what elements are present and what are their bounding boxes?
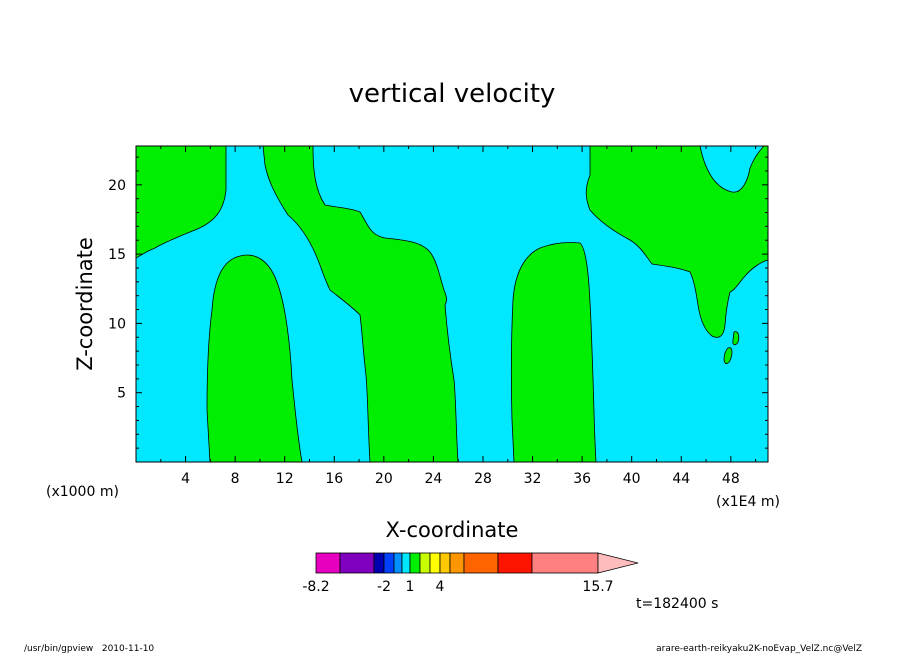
colorbar-label: 1 xyxy=(406,579,415,595)
x-tick-label: 20 xyxy=(375,471,393,487)
positive-region-diagonal-band xyxy=(262,146,459,462)
plot-frame xyxy=(135,145,769,463)
x-unit-right: (x1E4 m) xyxy=(716,494,780,510)
x-unit-left: (x1000 m) xyxy=(46,484,119,500)
colorbar xyxy=(315,552,639,574)
colorbar-segment xyxy=(463,552,499,574)
contour-regions xyxy=(136,146,768,462)
footer-left: /usr/bin/gpview 2010-11-10 xyxy=(24,644,154,654)
colorbar-label: 4 xyxy=(436,579,445,595)
colorbar-segment xyxy=(429,552,441,574)
time-label: t=182400 s xyxy=(636,596,718,612)
y-tick-label: 15 xyxy=(108,247,126,263)
x-tick-label: 32 xyxy=(524,471,542,487)
colorbar-segment xyxy=(401,552,411,574)
y-axis-label: Z-coordinate xyxy=(73,237,97,371)
x-tick-label: 48 xyxy=(722,471,740,487)
colorbar-segment xyxy=(439,552,451,574)
colorbar-segment xyxy=(449,552,465,574)
x-tick-label: 40 xyxy=(623,471,641,487)
colorbar-segment xyxy=(409,552,421,574)
colorbar-segment xyxy=(393,552,403,574)
colorbar-segment xyxy=(497,552,533,574)
colorbar-label: -8.2 xyxy=(302,579,329,595)
x-tick-label: 12 xyxy=(276,471,294,487)
colorbar-segment xyxy=(419,552,431,574)
positive-region-small-1 xyxy=(732,331,740,346)
colorbar-segment xyxy=(531,552,599,574)
x-axis: 4 8 12 16 20 24 28 32 36 40 44 48 xyxy=(160,146,757,487)
colorbar-segment xyxy=(339,552,375,574)
x-tick-label: 16 xyxy=(325,471,343,487)
chart-title: vertical velocity xyxy=(349,79,556,109)
x-tick-label: 36 xyxy=(573,471,591,487)
y-tick-label: 5 xyxy=(117,386,126,402)
colorbar-segment xyxy=(383,552,395,574)
x-tick-label: 28 xyxy=(474,471,492,487)
x-tick-label: 24 xyxy=(424,471,442,487)
y-axis: 5 10 15 20 xyxy=(108,156,768,449)
x-tick-label: 8 xyxy=(231,471,240,487)
x-tick-label: 4 xyxy=(181,471,190,487)
positive-region-left-column xyxy=(206,254,303,462)
x-axis-label: X-coordinate xyxy=(386,518,519,542)
colorbar-segment xyxy=(315,552,341,574)
colorbar-label: -2 xyxy=(377,579,391,595)
positive-region-small-2 xyxy=(723,347,733,364)
colorbar-arrow xyxy=(597,552,639,574)
y-tick-label: 20 xyxy=(108,178,126,194)
colorbar-segment xyxy=(373,552,385,574)
footer-right: arare-earth-reikyaku2K-noEvap_VelZ.nc@Ve… xyxy=(656,644,862,654)
positive-region-center-column xyxy=(510,242,597,462)
positive-region-upper-right xyxy=(585,146,768,338)
positive-region-upper-left xyxy=(136,146,227,259)
y-tick-label: 10 xyxy=(108,316,126,332)
colorbar-label: 15.7 xyxy=(582,579,613,595)
colorbar-labels: -8.2 -2 1 4 15.7 xyxy=(302,579,613,595)
x-tick-label: 44 xyxy=(672,471,690,487)
